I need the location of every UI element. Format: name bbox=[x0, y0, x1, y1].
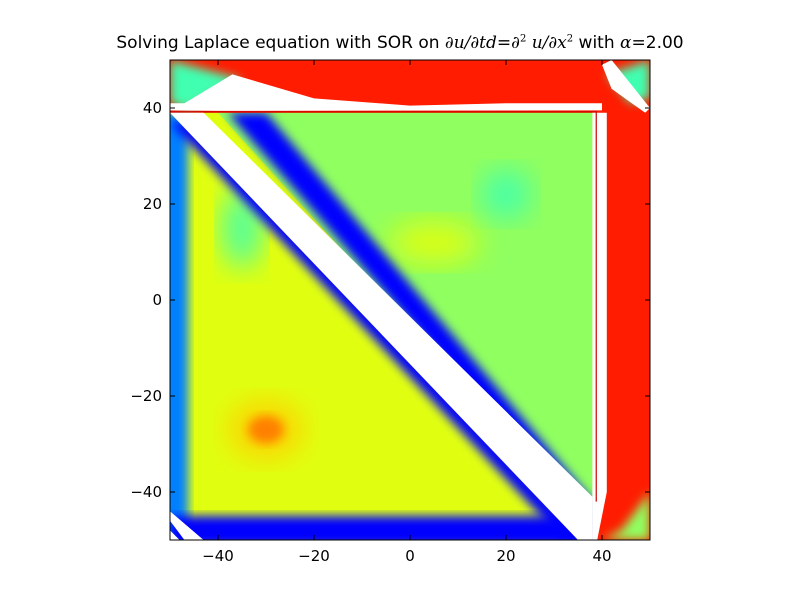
y-tick-label: 40 bbox=[143, 99, 162, 117]
top-right-gap bbox=[602, 60, 650, 113]
bottom-right-corner-gradient bbox=[602, 492, 650, 540]
heatmap-plot-area bbox=[170, 60, 650, 540]
title-text: Solving Laplace equation with SOR on bbox=[116, 33, 445, 53]
y-tick-label: 0 bbox=[152, 291, 162, 309]
chart-title: Solving Laplace equation with SOR on ∂u/… bbox=[0, 33, 800, 53]
left-edge-band bbox=[170, 112, 188, 540]
axis-ticks: −40 −20 0 20 40 −40 −20 0 20 40 bbox=[130, 60, 650, 565]
x-tick-label: −20 bbox=[298, 547, 330, 565]
top-left-corner-gradient bbox=[170, 60, 242, 111]
x-tick-label: 20 bbox=[496, 547, 515, 565]
y-tick-label: −40 bbox=[130, 483, 162, 501]
x-tick-label: 40 bbox=[592, 547, 611, 565]
x-tick-label: −40 bbox=[202, 547, 234, 565]
right-gap bbox=[592, 112, 607, 540]
diagonal-gap bbox=[170, 112, 593, 540]
x-tick-label: 0 bbox=[405, 547, 415, 565]
y-tick-label: 20 bbox=[143, 195, 162, 213]
bottom-left-corner-gap bbox=[170, 530, 180, 540]
title-alpha-symbol: α= bbox=[620, 33, 646, 53]
upper-cool-blob bbox=[481, 169, 531, 220]
hot-blob-core bbox=[248, 415, 284, 444]
title-suffix: with bbox=[573, 33, 621, 53]
upper-warm-blob bbox=[389, 220, 479, 265]
bottom-left-gap bbox=[170, 511, 204, 540]
top-gap bbox=[170, 74, 602, 111]
bottom-edge-band bbox=[170, 516, 593, 540]
title-equation: ∂u/∂td=∂2 u/∂x2 bbox=[444, 33, 574, 53]
y-tick-label: −20 bbox=[130, 387, 162, 405]
title-alpha-value: 2.00 bbox=[645, 33, 684, 53]
